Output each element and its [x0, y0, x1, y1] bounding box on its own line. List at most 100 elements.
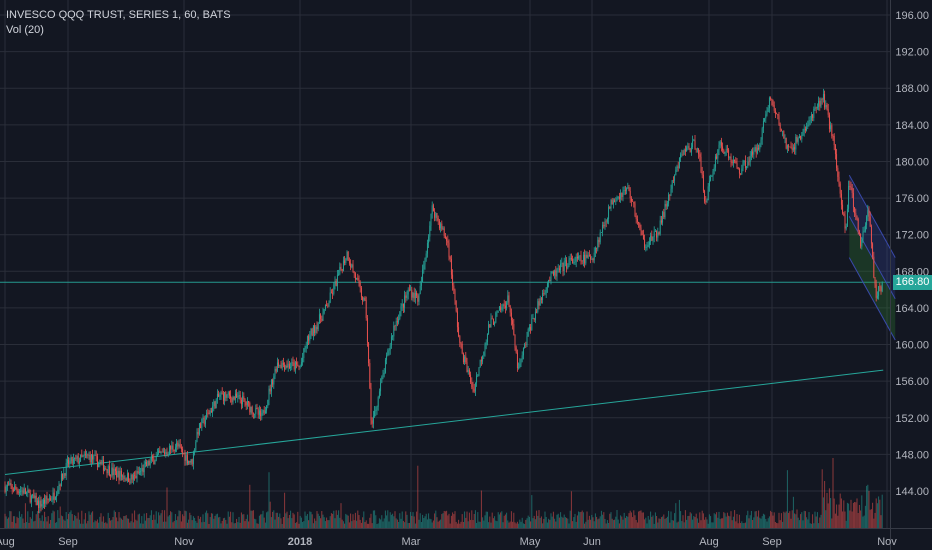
volume-bar: [658, 518, 660, 528]
candle-body: [117, 470, 119, 478]
volume-bar: [842, 511, 844, 528]
candle-body: [106, 469, 108, 474]
volume-bar: [122, 519, 124, 528]
candle-body: [348, 260, 350, 264]
volume-bar: [731, 520, 733, 528]
candle-body: [70, 457, 72, 462]
volume-bar: [722, 518, 724, 528]
candle-body: [365, 300, 367, 319]
candle-body: [263, 410, 265, 414]
candle-body: [344, 260, 346, 263]
volume-bar: [107, 512, 109, 528]
candle-body: [492, 318, 494, 325]
volume-bar: [214, 515, 216, 528]
candle-body: [239, 395, 241, 400]
volume-bar: [47, 516, 49, 528]
candle-body: [630, 198, 632, 202]
candle-body: [596, 247, 598, 249]
volume-bar: [742, 523, 744, 528]
candle-body: [537, 301, 539, 312]
volume-bar: [408, 522, 410, 528]
candle-body: [376, 406, 378, 410]
candle-body: [176, 442, 178, 448]
volume-bar: [881, 494, 883, 528]
volume-bar: [767, 518, 769, 528]
volume-bar: [308, 520, 310, 528]
candle-body: [380, 382, 382, 392]
time-axis[interactable]: Aug Sep Nov 2018 Mar May Jun Aug Sep Nov: [0, 528, 932, 549]
candle-body: [502, 304, 504, 308]
volume-bar: [196, 522, 198, 528]
volume-bar: [712, 522, 714, 528]
candle-body: [138, 471, 140, 474]
candle-body: [533, 318, 535, 321]
volume-bar: [845, 520, 847, 528]
candle-body: [14, 486, 16, 491]
candle-body: [772, 100, 774, 106]
candle-body: [819, 100, 821, 107]
volume-bar: [545, 516, 547, 528]
volume-bar: [326, 517, 328, 528]
volume-bar: [418, 519, 420, 528]
volume-bar: [104, 522, 106, 528]
volume-bar: [147, 518, 149, 528]
volume-bar: [700, 520, 702, 528]
candle-body: [731, 161, 733, 164]
volume-bar: [456, 523, 458, 528]
volume-bar: [191, 520, 193, 528]
candle-body: [287, 363, 289, 368]
candle-body: [321, 318, 323, 321]
volume-bar: [549, 519, 551, 528]
volume-bar: [608, 522, 610, 528]
candle-body: [341, 269, 343, 272]
candle-body: [202, 417, 204, 420]
volume-bar: [828, 488, 830, 528]
volume-bar: [156, 523, 158, 528]
volume-bar: [93, 522, 95, 528]
volume-bar: [749, 515, 751, 528]
candle-body: [276, 362, 278, 372]
candle-body: [440, 223, 442, 229]
candle-body: [339, 266, 341, 275]
volume-bar: [604, 518, 606, 528]
volume-bar: [164, 510, 166, 528]
candle-body: [735, 161, 737, 163]
volume-bar: [300, 517, 302, 528]
candle-body: [818, 100, 820, 107]
volume-bar: [39, 518, 41, 528]
candle-body: [701, 172, 703, 175]
candle-body: [608, 207, 610, 219]
symbol-title[interactable]: INVESCO QQQ TRUST, SERIES 1, 60, BATS: [6, 9, 231, 21]
volume-bar: [402, 520, 404, 528]
candle-body: [360, 287, 362, 298]
volume-bar: [170, 511, 172, 528]
volume-bar: [587, 519, 589, 528]
volume-bar: [740, 522, 742, 528]
candle-body: [366, 318, 368, 343]
volume-bar: [690, 513, 692, 528]
volume-bar: [446, 510, 448, 528]
volume-label[interactable]: Vol (20): [6, 24, 44, 36]
candle-body: [866, 216, 868, 226]
candle-body: [228, 392, 230, 396]
volume-bar: [110, 520, 112, 528]
volume-bar: [459, 523, 461, 528]
candle-body: [852, 192, 854, 208]
volume-bar: [177, 516, 179, 528]
candle-body: [416, 292, 418, 296]
volume-bar: [315, 520, 317, 528]
candle-body: [249, 402, 251, 413]
volume-bar: [371, 523, 373, 528]
volume-bar: [101, 521, 103, 528]
price-tick-label: 172.00: [895, 230, 929, 242]
volume-bar: [322, 514, 324, 528]
candle-body: [495, 312, 497, 323]
volume-bar: [846, 502, 848, 528]
candle-body: [161, 451, 163, 453]
candle-body: [749, 155, 751, 162]
candle-body: [226, 394, 228, 398]
volume-bar: [449, 523, 451, 528]
candle-body: [718, 144, 720, 151]
candle-body: [54, 497, 56, 500]
